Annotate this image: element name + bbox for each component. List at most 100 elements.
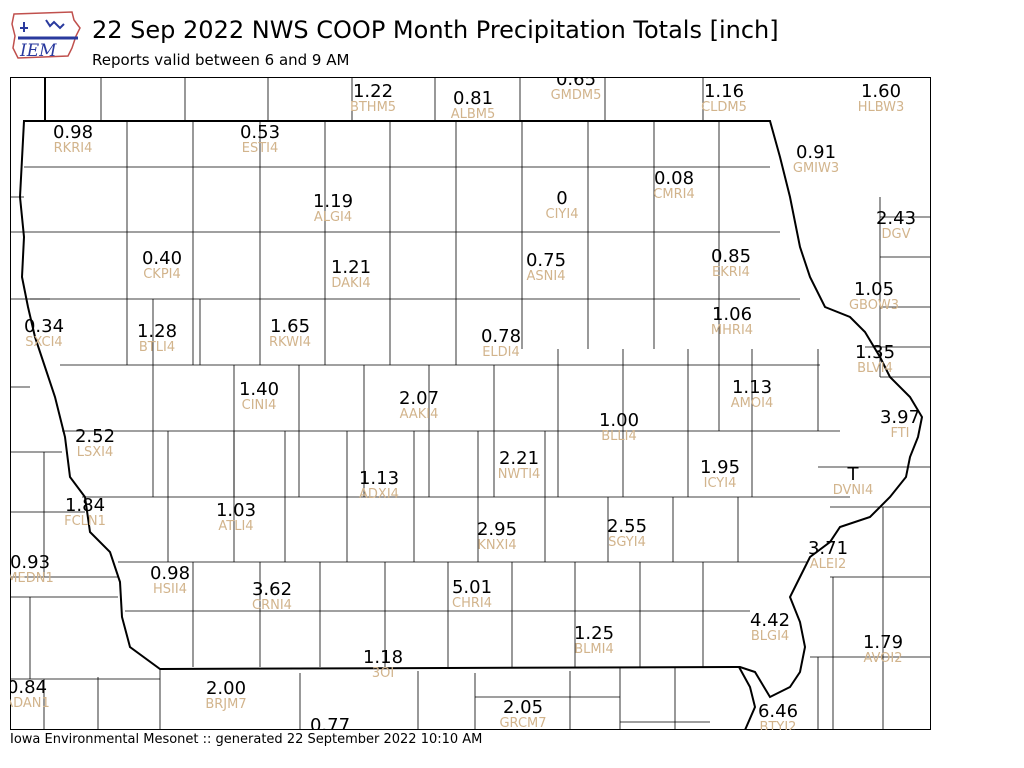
station-id: FCLN1 — [64, 514, 106, 529]
station-value: 0.40 — [141, 248, 183, 269]
station-id: ALGI4 — [313, 210, 353, 225]
station-id: EKRI4 — [712, 265, 750, 280]
station-value: 0.34 — [23, 316, 65, 337]
page-subtitle: Reports valid between 6 and 9 AM — [92, 51, 350, 69]
station-value: 1.16 — [703, 81, 745, 102]
station-label: 1.19 ALGI4 — [293, 193, 373, 225]
station-id: KNXI4 — [477, 538, 517, 553]
station-id: ICYI4 — [703, 476, 737, 491]
station-value: 0 — [556, 188, 568, 209]
station-label: 2.43 DGV — [856, 210, 931, 242]
station-value: 1.18 — [362, 647, 404, 668]
station-label: 0.93 MEDN1 — [10, 554, 70, 586]
station-id: HSII4 — [153, 582, 187, 597]
station-label: 2.55 SGYI4 — [587, 518, 667, 550]
iem-state-logo-icon: IEM — [11, 11, 81, 61]
station-label: 1.22 BTHM5 — [333, 83, 413, 115]
station-id: ALEI2 — [809, 557, 847, 572]
station-value: 2.52 — [74, 426, 116, 447]
station-id: CIYI4 — [545, 207, 579, 222]
station-value: 0.84 — [10, 677, 48, 698]
station-value: 1.84 — [64, 495, 106, 516]
station-value: 0.53 — [239, 122, 281, 143]
station-value: 3.62 — [251, 579, 293, 600]
station-value: 2.00 — [205, 678, 247, 699]
station-value: 1.21 — [330, 257, 372, 278]
station-id: GRCM7 — [499, 716, 547, 731]
station-value: 2.55 — [606, 516, 648, 537]
station-label: 3.97 FTI — [860, 409, 931, 441]
station-value: 1.13 — [731, 377, 773, 398]
station-id: ESTI4 — [241, 141, 279, 156]
station-id: LSXI4 — [76, 445, 114, 460]
station-value: 2.05 — [502, 697, 544, 718]
station-id: AMOI4 — [730, 396, 774, 411]
station-label: 1.21 DAKI4 — [311, 259, 391, 291]
station-label: 1.79 AVOI2 — [843, 634, 923, 666]
iem-logo: IEM — [10, 8, 86, 64]
station-label: 0.91 GMIW3 — [776, 144, 856, 176]
station-id: AAKI4 — [399, 407, 439, 422]
station-label: 1.84 FCLN1 — [45, 497, 125, 529]
station-label: 1.65 RKWI4 — [250, 318, 330, 350]
station-label: 0 CIYI4 — [522, 190, 602, 222]
station-label: 0.40 CKPI4 — [122, 250, 202, 282]
station-value: 3.71 — [807, 538, 849, 559]
station-value: 5.01 — [451, 577, 493, 598]
station-id: DGV — [881, 227, 911, 242]
station-value: 0.78 — [480, 326, 522, 347]
station-value: 1.22 — [352, 81, 394, 102]
station-label: 2.52 LSXI4 — [55, 428, 135, 460]
station-id: AVOI2 — [863, 651, 903, 666]
station-value: 0.65 — [555, 77, 597, 90]
station-id: ASNI4 — [526, 269, 566, 284]
precip-map: 1.22 BTHM5 0.81 ALBM5 0.65 GMDM5 1.16 CLDM5 1.60… — [10, 77, 931, 730]
station-id: CINI4 — [241, 398, 277, 413]
station-value: 1.03 — [215, 500, 257, 521]
station-label: 2.00 BRJM7 — [186, 680, 266, 712]
station-label: T DVNI4 — [813, 466, 893, 498]
station-id: BRJM7 — [205, 697, 247, 712]
station-id: BLGI4 — [750, 629, 790, 644]
station-value: 2.43 — [875, 208, 917, 229]
station-value: 1.06 — [711, 304, 753, 325]
station-value: 1.25 — [573, 623, 615, 644]
station-label: 1.60 HLBW3 — [841, 83, 921, 115]
station-value: 0.81 — [452, 88, 494, 109]
station-value: 0.91 — [795, 142, 837, 163]
station-value: 0.93 — [10, 552, 51, 573]
station-id: BTHM5 — [349, 100, 397, 115]
station-id: SGYI4 — [608, 535, 646, 550]
station-label: 0.65 GMDM5 — [536, 77, 616, 103]
station-id: RKRI4 — [53, 141, 93, 156]
station-label: 1.18 3OI — [343, 649, 423, 681]
station-id: RKWI4 — [268, 335, 312, 350]
station-value: 0.75 — [525, 250, 567, 271]
station-id: GBOW3 — [848, 298, 900, 313]
station-label: 2.95 KNXI4 — [457, 521, 537, 553]
station-value: 3.97 — [879, 407, 921, 428]
station-value: 1.19 — [312, 191, 354, 212]
station-id: 3OI — [371, 666, 395, 681]
station-value: 1.65 — [269, 316, 311, 337]
station-id: BLMI4 — [574, 642, 614, 657]
station-label: 1.28 BTLI4 — [117, 323, 197, 355]
station-label: 1.95 ICYI4 — [680, 459, 760, 491]
station-label: 1.03 ATLI4 — [196, 502, 276, 534]
station-label: 6.46 BTYI2 — [738, 703, 818, 731]
station-label: 3.71 ALEI2 — [788, 540, 868, 572]
station-label: 0.75 ASNI4 — [506, 252, 586, 284]
station-id: BTLI4 — [138, 340, 176, 355]
svg-text:IEM: IEM — [19, 41, 57, 61]
station-id: HLBW3 — [857, 100, 905, 115]
station-value: 1.35 — [854, 342, 896, 363]
station-label: 0.08 CMRI4 — [634, 170, 714, 202]
station-id: BTYI2 — [759, 720, 797, 731]
station-id: NWTI4 — [497, 467, 541, 482]
station-label: 3.62 CRNI4 — [232, 581, 312, 613]
station-label: 1.00 BLLI4 — [579, 412, 659, 444]
station-label: 1.13 ADXI4 — [339, 470, 419, 502]
station-label: 0.53 ESTI4 — [220, 124, 300, 156]
station-value: 1.79 — [862, 632, 904, 653]
station-value: 0.85 — [710, 246, 752, 267]
